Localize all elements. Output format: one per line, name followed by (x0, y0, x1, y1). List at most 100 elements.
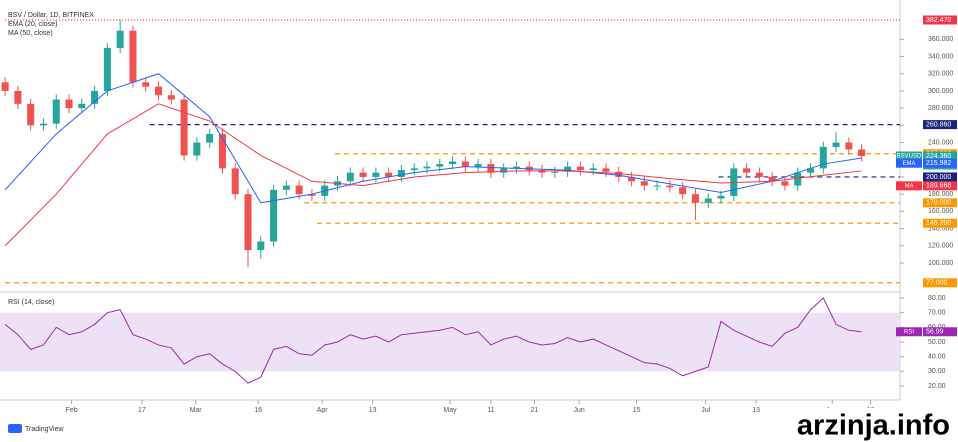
candle-body (231, 168, 239, 195)
candle-body (116, 30, 124, 48)
y-tick-label: 30.00 (928, 368, 946, 375)
candle-body (295, 185, 303, 195)
y-tick-label: 140.000 (928, 225, 953, 232)
candle-body (704, 198, 712, 203)
price-box-label: 56.99 (926, 329, 944, 336)
candle-body (1, 82, 9, 91)
watermark: arzinja.info (797, 410, 950, 442)
level-box (923, 218, 957, 228)
candle-body (14, 90, 22, 104)
candle-body (666, 185, 674, 188)
price-box-label: 189.668 (926, 183, 951, 190)
indicator-line (4, 103, 862, 247)
price-box-label: 224.360 (926, 153, 951, 160)
candle-body (512, 166, 520, 169)
level-label: 382.470 (926, 17, 951, 24)
candle-body (679, 187, 687, 195)
level-label: 260.860 (926, 121, 951, 128)
candle-body (628, 176, 636, 182)
candle-body (270, 189, 278, 242)
candle-body (781, 181, 789, 186)
x-tick-label: 16 (254, 407, 262, 414)
ema-legend: EMA (20, close) (8, 21, 57, 28)
candle-body (691, 194, 699, 203)
level-box (923, 120, 957, 130)
x-tick-label: May (443, 407, 457, 414)
price-tag (896, 181, 922, 191)
y-tick-label: 360.000 (928, 36, 953, 43)
x-tick-label: Jun (573, 407, 584, 414)
x-tick-label: Jul (701, 407, 710, 414)
candle-body (858, 149, 866, 157)
candle-body (755, 172, 763, 177)
candle-body (397, 170, 405, 177)
y-tick-label: 70.00 (928, 310, 946, 317)
candle-body (180, 99, 188, 156)
candle-body (167, 95, 175, 100)
y-tick-label: 80.00 (928, 295, 946, 302)
x-tick-label: 13 (369, 407, 377, 414)
y-tick-label: 40.00 (928, 354, 946, 361)
candle-body (257, 241, 265, 251)
candle-body (640, 181, 648, 186)
candle-body (602, 168, 610, 172)
candle-body (653, 185, 661, 187)
candle-body (78, 103, 86, 109)
x-tick-label: Mar (190, 407, 203, 414)
candle-body (359, 172, 367, 177)
x-tick-label: Feb (66, 407, 78, 414)
candle-body (103, 47, 111, 91)
candle-body (589, 168, 597, 171)
candle-body (129, 30, 137, 83)
price-tag (896, 327, 922, 337)
rsi-line (4, 297, 862, 384)
y-tick-label: 320.000 (928, 71, 953, 78)
level-box (923, 15, 957, 25)
candle-body (474, 164, 482, 167)
candle-body (845, 142, 853, 150)
y-tick-label: 50.00 (928, 339, 946, 346)
candle-body (282, 185, 290, 190)
y-tick-label: 160.000 (928, 208, 953, 215)
price-box (923, 327, 957, 337)
candle-body (52, 99, 60, 124)
candle-body (436, 164, 444, 167)
candle-body (346, 172, 354, 182)
y-tick-label: 180.000 (928, 191, 953, 198)
candle-body (193, 142, 201, 156)
candle-body (794, 172, 802, 186)
y-tick-label: 100.000 (928, 260, 953, 267)
candle-body (308, 194, 316, 196)
level-label: 170.000 (926, 200, 951, 207)
candle-body (487, 164, 495, 173)
y-tick-label: 280.000 (928, 105, 953, 112)
candle-body (385, 172, 393, 177)
candle-body (155, 86, 163, 96)
candle-body (576, 166, 584, 171)
candle-body (500, 168, 508, 173)
candle-body (39, 123, 47, 126)
price-tag (896, 158, 922, 168)
y-tick-label: 340.000 (928, 53, 953, 60)
y-tick-label: 240.000 (928, 139, 953, 146)
rsi-title: RSI (14, close) (8, 299, 54, 306)
level-box (923, 172, 957, 182)
candle-body (372, 172, 380, 177)
level-box (923, 198, 957, 208)
level-label: 200.000 (926, 174, 951, 181)
indicator-line (4, 73, 862, 204)
rsi-band (0, 312, 900, 372)
candle-body (819, 146, 827, 169)
level-label: 146.200 (926, 220, 951, 227)
price-box (923, 181, 957, 191)
candle-body (551, 171, 559, 173)
candle-body (91, 90, 99, 104)
candle-body (806, 168, 815, 173)
watermark-bg (760, 408, 958, 442)
price-tag-label: MA (905, 183, 914, 189)
price-tag-label: BSVUSD (897, 154, 922, 160)
candle-body (832, 142, 840, 147)
candle-body (564, 166, 572, 172)
candle-body (768, 176, 776, 182)
